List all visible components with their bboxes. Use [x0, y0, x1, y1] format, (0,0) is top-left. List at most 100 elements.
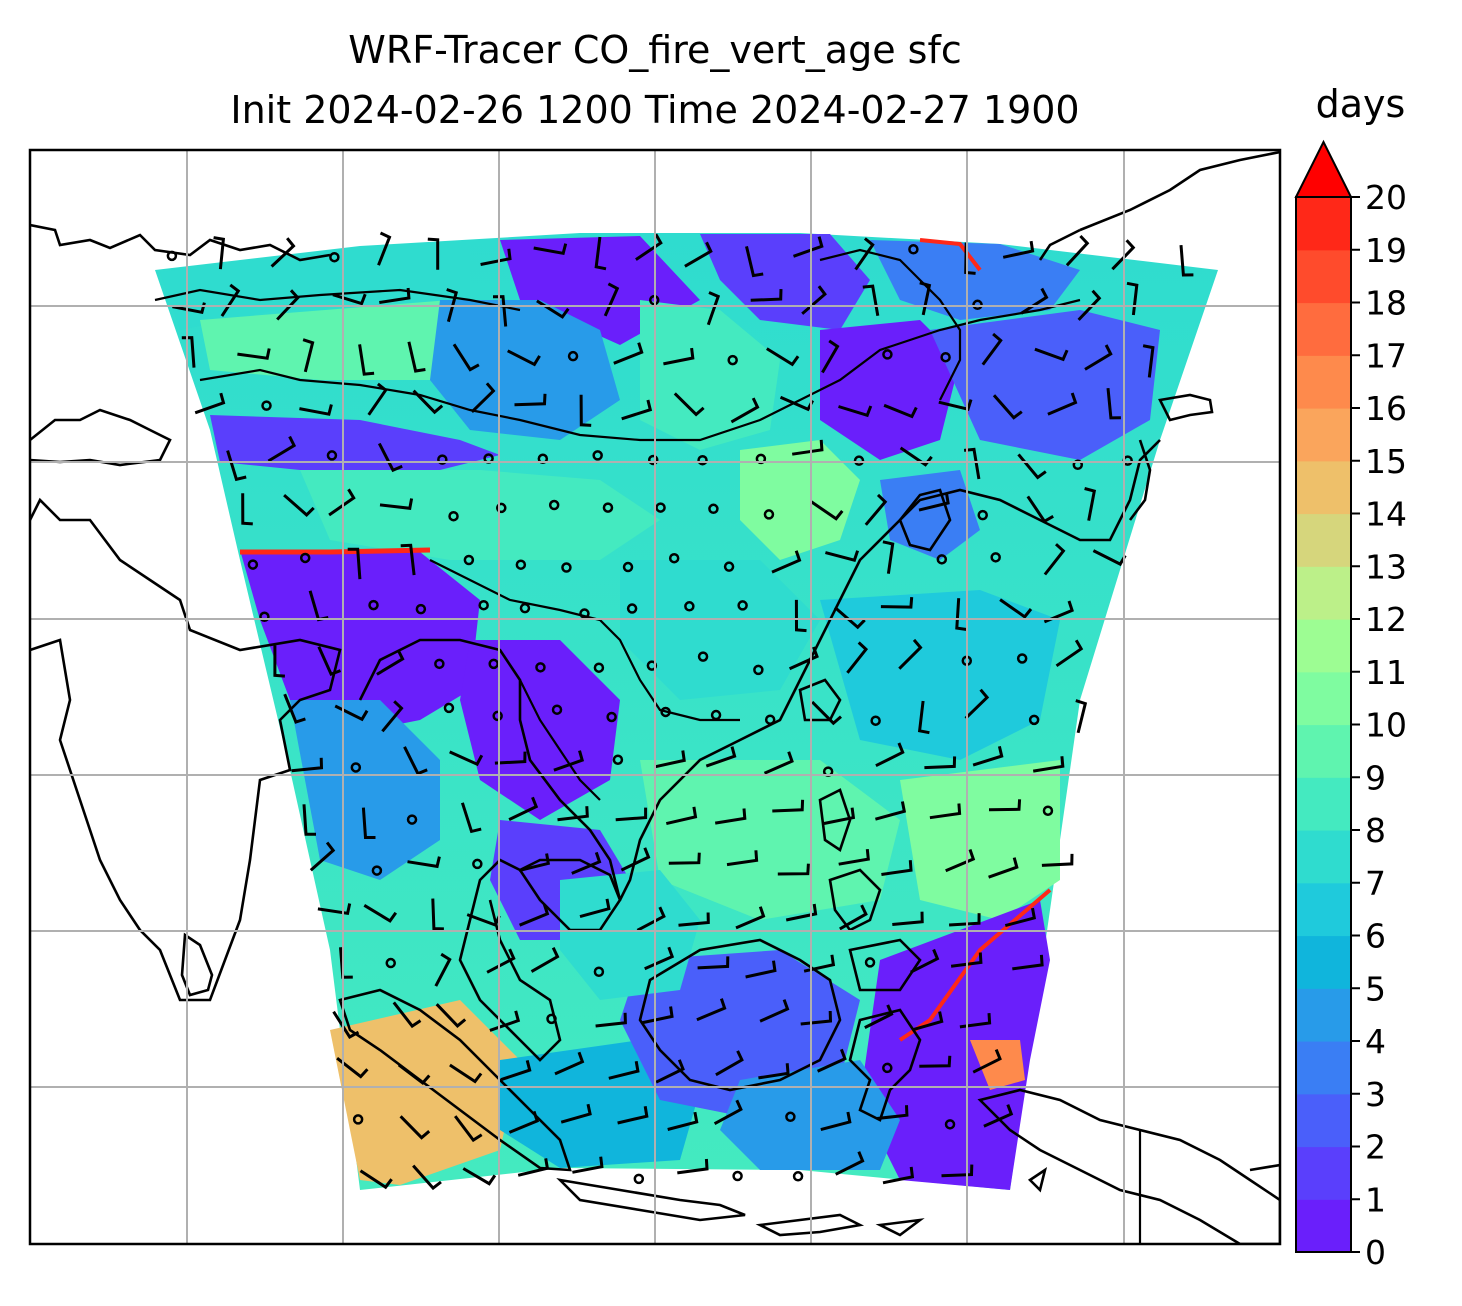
- wind-barb: [213, 236, 226, 270]
- wind-barbs: [172, 231, 1194, 1191]
- wind-barb: [1002, 240, 1035, 259]
- calm-wind-circle: [764, 714, 776, 725]
- wind-barb: [663, 347, 695, 366]
- wind-barb: [508, 1110, 540, 1134]
- calm-wind-circle: [593, 966, 605, 977]
- wind-barb: [816, 1048, 847, 1073]
- coastline-gulf: [519, 858, 622, 901]
- wind-barb: [594, 236, 607, 271]
- age-field: [155, 233, 1218, 1190]
- wind-barb: [361, 807, 376, 839]
- wind-barb: [1084, 487, 1097, 521]
- calm-wind-circle: [710, 709, 722, 721]
- wind-barb: [519, 903, 550, 927]
- calm-wind-circle: [448, 510, 459, 522]
- wind-barb: [1077, 289, 1102, 321]
- border: [154, 288, 521, 312]
- calm-wind-circle: [519, 602, 531, 614]
- wind-barb: [846, 641, 869, 674]
- colorbar-segment: [1296, 1041, 1351, 1095]
- wind-barb: [462, 1167, 497, 1186]
- wind-barb: [400, 543, 416, 576]
- wind-barb: [918, 492, 950, 512]
- calm-wind-circle: [329, 251, 340, 263]
- wind-barb: [309, 841, 336, 872]
- calm-wind-circle: [515, 559, 527, 570]
- wind-barb: [381, 700, 404, 733]
- wind-barb: [317, 646, 342, 676]
- wind-barb: [794, 599, 807, 633]
- colorbar-segment: [1296, 988, 1351, 1042]
- calm-wind-circle: [723, 561, 735, 572]
- wind-barb: [955, 598, 967, 631]
- colorbar-tick-label: 5: [1365, 969, 1386, 1008]
- age-patch: [560, 870, 700, 1000]
- calm-wind-circle: [535, 662, 546, 673]
- wind-barb: [237, 348, 271, 360]
- wind-barb: [642, 1006, 674, 1025]
- wind-barb: [1020, 287, 1049, 315]
- age-patch: [160, 240, 470, 330]
- wind-barb: [403, 746, 428, 776]
- wind-barb: [655, 1059, 685, 1084]
- wind-barb: [745, 960, 777, 979]
- calm-wind-circle: [708, 503, 719, 515]
- calm-wind-circle: [602, 502, 614, 513]
- wind-barb: [697, 956, 730, 970]
- wind-barb: [758, 1063, 790, 1080]
- wind-barb: [302, 338, 315, 373]
- wind-barb: [882, 1166, 915, 1185]
- calm-wind-circle: [940, 351, 951, 363]
- wind-barb: [864, 1004, 894, 1029]
- calm-wind-circle: [261, 400, 272, 411]
- wind-barb: [1043, 543, 1066, 576]
- calm-wind-circle: [567, 350, 579, 362]
- wind-barb: [579, 394, 592, 427]
- calm-wind-circle: [668, 552, 680, 564]
- map-frame: [28, 148, 1282, 1246]
- calm-wind-circle: [727, 354, 738, 366]
- calm-wind-circle: [697, 454, 708, 466]
- wind-barb: [452, 343, 480, 372]
- coastlines: [30, 150, 1280, 1244]
- wind-barb: [929, 803, 962, 820]
- wind-barb: [181, 336, 196, 368]
- wind-barb: [665, 806, 698, 826]
- border: [199, 298, 1081, 442]
- colorbar-tick-label: 13: [1365, 547, 1407, 586]
- wind-barb: [220, 283, 241, 317]
- calm-wind-circle: [882, 349, 893, 360]
- wind-barb: [514, 393, 547, 407]
- calm-wind-circle: [371, 865, 383, 876]
- age-patch: [740, 440, 860, 560]
- age-patch: [900, 760, 1060, 920]
- age-patch: [870, 240, 1080, 320]
- coastline-sulawesi: [848, 1008, 922, 1122]
- wind-barb: [766, 347, 800, 367]
- calm-wind-circle: [655, 502, 666, 513]
- wind-barb: [194, 392, 226, 415]
- wind-barb: [617, 1106, 649, 1125]
- age-patch: [290, 700, 440, 880]
- colorbar-segment: [1296, 882, 1351, 937]
- calm-wind-circle: [660, 706, 671, 718]
- wind-barb: [407, 856, 441, 869]
- colorbar-segment: [1296, 197, 1351, 251]
- wind-barb: [838, 405, 873, 418]
- calm-wind-circle: [385, 957, 396, 969]
- calm-wind-circle: [1028, 714, 1040, 726]
- wind-barb: [745, 246, 764, 278]
- coastline-newguinea: [977, 1088, 1280, 1244]
- wind-barb: [875, 801, 907, 821]
- wind-barb: [332, 1010, 360, 1039]
- colorbar-segment: [1296, 460, 1351, 515]
- colorbar-tick-label: 1: [1365, 1180, 1386, 1219]
- wind-barb: [494, 751, 527, 765]
- wind-barb: [635, 233, 663, 261]
- wind-barb: [763, 751, 794, 775]
- calm-wind-circle: [684, 601, 695, 612]
- calm-wind-circle: [434, 658, 445, 670]
- calm-wind-circle: [792, 1171, 804, 1182]
- wind-barb: [554, 1051, 585, 1076]
